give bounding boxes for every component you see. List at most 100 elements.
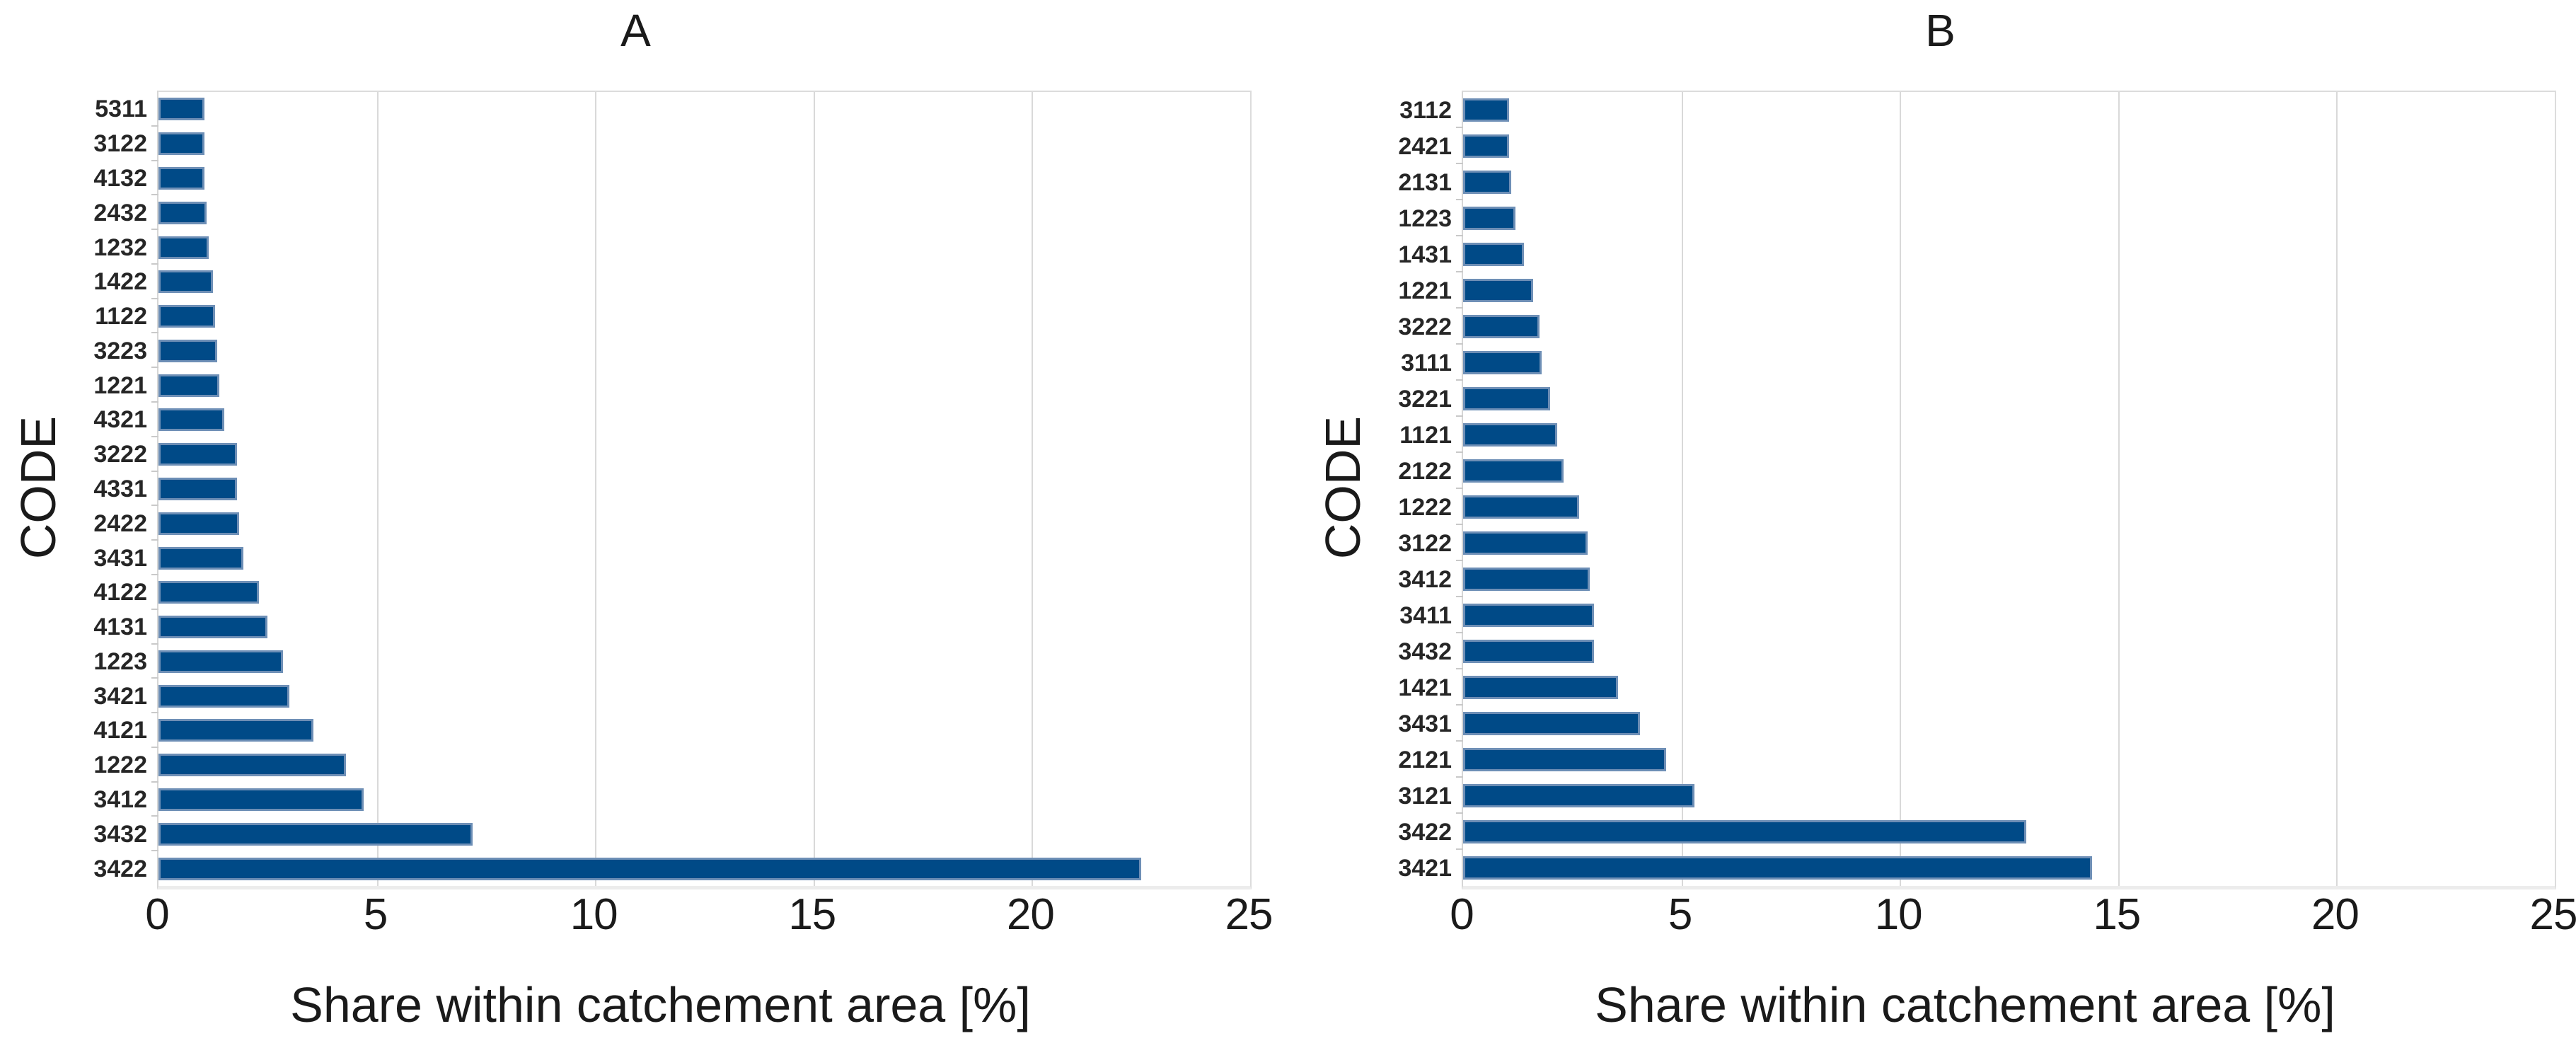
x-tick-label: 20 xyxy=(2311,890,2360,939)
y-minor-tick xyxy=(151,436,158,437)
y-tick-label: 4131 xyxy=(93,614,147,640)
x-tick-label: 15 xyxy=(2093,890,2141,939)
y-tick-label: 3223 xyxy=(93,338,147,364)
x-tick-label: 25 xyxy=(1225,890,1273,939)
y-minor-tick xyxy=(1456,343,1463,345)
bar-1421 xyxy=(1463,676,1618,699)
x-gridline xyxy=(1900,92,1902,886)
x-tick-label: 10 xyxy=(1874,890,1923,939)
bar-1223 xyxy=(1463,207,1515,230)
y-minor-tick xyxy=(151,850,158,851)
bar-3412 xyxy=(1463,568,1590,591)
y-minor-tick xyxy=(1456,812,1463,814)
bar-1221 xyxy=(158,374,219,397)
bar-2422 xyxy=(158,512,239,535)
y-tick-label: 3411 xyxy=(1399,602,1452,629)
bar-2432 xyxy=(158,202,207,224)
y-tick-label: 3431 xyxy=(1398,710,1452,737)
y-minor-tick xyxy=(1456,163,1463,164)
x-tick-label: 25 xyxy=(2529,890,2576,939)
y-tick-label: 3412 xyxy=(1398,566,1452,593)
x-tick-label: 10 xyxy=(570,890,618,939)
y-tick-label: 3431 xyxy=(93,545,147,572)
y-minor-tick xyxy=(1456,127,1463,128)
bar-1422 xyxy=(158,270,213,293)
panel-b-plot-area xyxy=(1462,91,2556,889)
y-minor-tick xyxy=(151,471,158,472)
y-minor-tick xyxy=(151,332,158,333)
bar-3431 xyxy=(158,547,243,570)
y-minor-tick xyxy=(151,781,158,783)
bar-1121 xyxy=(1463,423,1557,447)
y-minor-tick xyxy=(1456,415,1463,417)
y-minor-tick xyxy=(151,747,158,748)
x-tick-label: 5 xyxy=(1668,890,1692,939)
bar-1221 xyxy=(1463,279,1533,302)
panel-a-x-axis-label: Share within catchement area [%] xyxy=(290,977,1031,1032)
y-tick-label: 1232 xyxy=(93,234,147,261)
bar-1431 xyxy=(1463,243,1524,266)
y-minor-tick xyxy=(151,815,158,817)
bar-3222 xyxy=(158,443,237,466)
y-minor-tick xyxy=(151,229,158,230)
bar-2421 xyxy=(1463,134,1509,158)
y-tick-label: 5311 xyxy=(95,96,147,122)
y-minor-tick xyxy=(151,298,158,299)
bar-3221 xyxy=(1463,387,1550,410)
y-tick-label: 3112 xyxy=(1399,97,1452,124)
y-tick-label: 1223 xyxy=(93,648,147,675)
y-minor-tick xyxy=(151,160,158,161)
panel-a: A CODE Share within catchement area [%] … xyxy=(11,5,1273,1032)
bar-3411 xyxy=(1463,604,1594,627)
y-tick-label: 3122 xyxy=(1398,530,1452,557)
bar-3223 xyxy=(158,340,217,362)
y-tick-label: 2422 xyxy=(93,510,147,537)
y-tick-label: 4122 xyxy=(93,579,147,606)
bar-2131 xyxy=(1463,171,1511,194)
bar-3122 xyxy=(1463,531,1588,555)
y-minor-tick xyxy=(151,401,158,403)
bar-4321 xyxy=(158,408,224,431)
y-minor-tick xyxy=(151,194,158,195)
y-tick-label: 3421 xyxy=(93,683,147,710)
bar-3111 xyxy=(1463,351,1542,374)
y-tick-label: 2122 xyxy=(1398,458,1452,485)
x-tick-label: 0 xyxy=(145,890,169,939)
y-tick-label: 4121 xyxy=(93,717,147,744)
y-tick-label: 1121 xyxy=(1399,422,1452,449)
y-minor-tick xyxy=(1456,379,1463,381)
y-minor-tick xyxy=(1456,560,1463,561)
y-minor-tick xyxy=(1456,740,1463,742)
bar-3432 xyxy=(158,823,473,846)
bar-3412 xyxy=(158,788,364,811)
y-tick-label: 4331 xyxy=(93,476,147,502)
bar-3112 xyxy=(1463,98,1509,122)
y-tick-label: 1221 xyxy=(1398,277,1452,304)
bar-3422 xyxy=(1463,820,2026,843)
y-tick-label: 1431 xyxy=(1398,241,1452,268)
bar-3122 xyxy=(158,132,204,155)
y-minor-tick xyxy=(1456,271,1463,272)
y-tick-label: 4321 xyxy=(93,406,147,433)
panel-a-y-axis-label: CODE xyxy=(11,415,66,560)
y-minor-tick xyxy=(151,677,158,679)
x-tick-label: 5 xyxy=(363,890,388,939)
bar-5311 xyxy=(158,98,204,120)
x-gridline xyxy=(2336,92,2338,886)
panel-a-plot-area xyxy=(157,91,1252,889)
y-minor-tick xyxy=(151,609,158,610)
y-minor-tick xyxy=(151,125,158,127)
panel-a-title: A xyxy=(620,5,651,56)
y-minor-tick xyxy=(1456,632,1463,633)
bar-4121 xyxy=(158,719,313,742)
y-minor-tick xyxy=(1456,488,1463,489)
bar-4122 xyxy=(158,581,259,604)
bar-1232 xyxy=(158,236,209,259)
x-gridline xyxy=(595,92,597,886)
y-minor-tick xyxy=(1456,848,1463,850)
y-tick-label: 3422 xyxy=(93,856,147,882)
bar-1222 xyxy=(1463,495,1579,519)
y-tick-label: 1221 xyxy=(93,372,147,399)
bar-3421 xyxy=(158,685,289,708)
